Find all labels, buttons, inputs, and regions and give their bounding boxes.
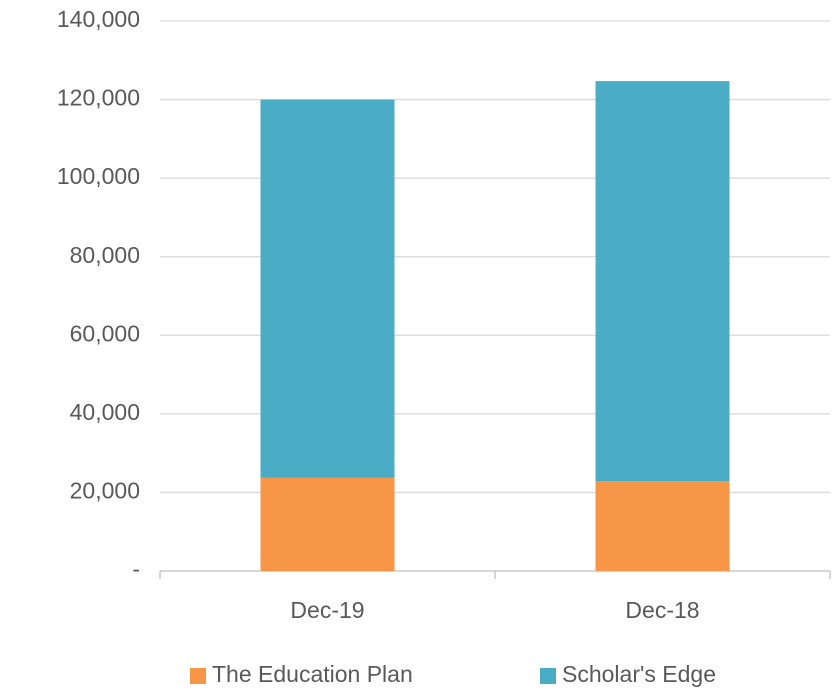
y-tick-label: - <box>132 556 140 582</box>
legend-swatch <box>540 668 556 684</box>
y-tick-label: 40,000 <box>70 399 140 425</box>
bar-segment <box>260 477 395 571</box>
bar-segment <box>595 481 730 571</box>
y-tick-label: 100,000 <box>57 163 140 189</box>
legend-label: Scholar's Edge <box>562 661 716 687</box>
y-tick-label: 80,000 <box>70 242 140 268</box>
y-tick-label: 20,000 <box>70 478 140 504</box>
bar-segment <box>595 81 730 482</box>
x-tick-label: Dec-18 <box>625 597 699 623</box>
legend-label: The Education Plan <box>212 661 413 687</box>
y-tick-label: 120,000 <box>57 85 140 111</box>
bar-segment <box>260 99 395 478</box>
x-tick-label: Dec-19 <box>290 597 364 623</box>
y-tick-label: 60,000 <box>70 320 140 346</box>
legend-swatch <box>190 668 206 684</box>
y-tick-label: 140,000 <box>57 6 140 32</box>
